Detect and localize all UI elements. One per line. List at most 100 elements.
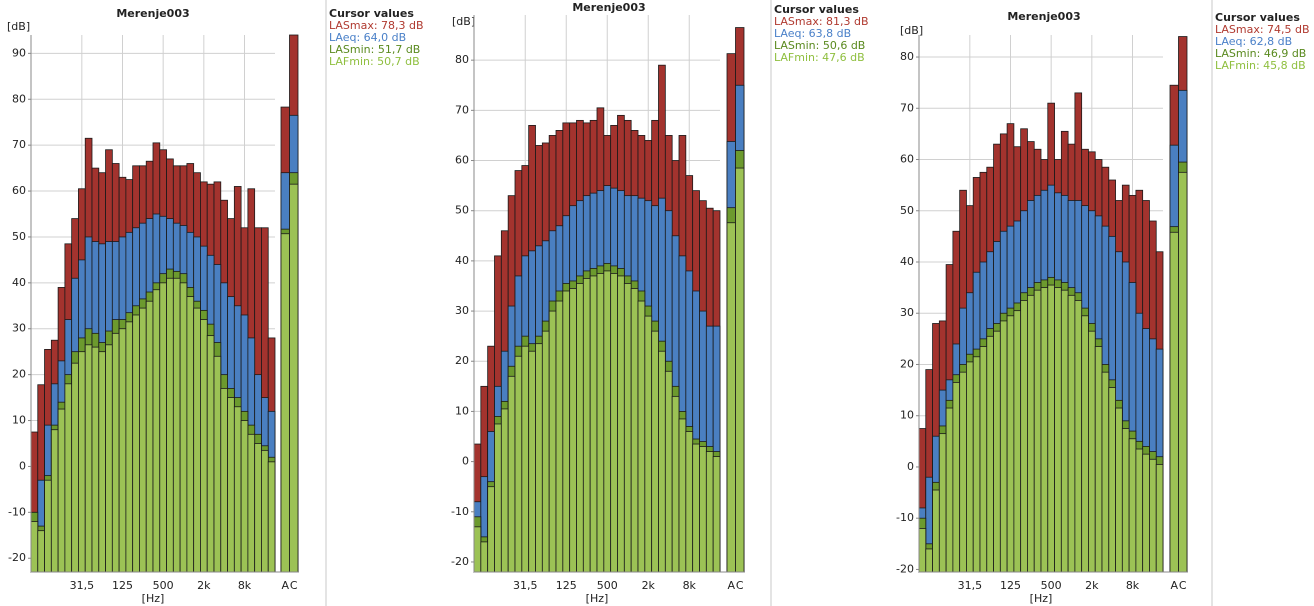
bar — [1006, 315, 1015, 573]
y-tick-label: -10 — [451, 505, 469, 518]
y-tick-label: 40 — [455, 254, 469, 267]
bar — [528, 350, 536, 573]
bar — [64, 383, 73, 573]
bar — [280, 233, 290, 573]
bar — [71, 362, 79, 573]
bar — [91, 346, 100, 573]
bar — [925, 548, 933, 573]
bar — [98, 351, 106, 573]
bar — [1054, 287, 1062, 573]
bar — [582, 278, 591, 573]
y-tick-label: 80 — [12, 92, 26, 105]
bar — [555, 300, 564, 573]
bar — [1128, 438, 1137, 573]
bar — [1088, 330, 1096, 573]
bar — [1101, 371, 1110, 573]
bar — [651, 330, 659, 573]
bar — [589, 275, 598, 573]
x-tick-label: 31,5 — [70, 579, 95, 592]
bar — [1067, 294, 1076, 573]
chart-title: Merenje003 — [572, 1, 645, 14]
bar — [603, 270, 612, 573]
bar — [240, 420, 249, 573]
bar — [261, 449, 269, 573]
bar — [576, 283, 584, 573]
bar — [1020, 300, 1028, 573]
y-tick-label: 40 — [900, 255, 914, 268]
legend-entry: LAFmin: 47,6 dB — [774, 51, 865, 64]
bar — [220, 388, 228, 573]
bar — [979, 346, 988, 573]
x-tick-label: C — [736, 579, 744, 592]
x-tick-label: 2k — [642, 579, 656, 592]
x-axis-label: [Hz] — [1030, 592, 1053, 605]
y-tick-label: -10 — [896, 511, 914, 524]
bar — [952, 382, 961, 573]
legend-entry: LAeq: 63,8 dB — [774, 27, 851, 40]
y-tick-label: 20 — [900, 357, 914, 370]
y-axis-label: [dB] — [900, 24, 923, 37]
y-tick-label: -20 — [896, 562, 914, 575]
y-tick-label: 0 — [462, 455, 469, 468]
bar — [105, 344, 113, 573]
bar — [658, 350, 666, 573]
x-tick-label: C — [290, 579, 298, 592]
bar — [644, 315, 653, 573]
bar — [159, 282, 167, 573]
bar — [1115, 407, 1123, 573]
bar — [959, 371, 967, 573]
bar — [712, 456, 721, 573]
bar — [562, 290, 571, 573]
bar — [705, 451, 714, 573]
bar — [289, 183, 299, 573]
bar — [139, 307, 147, 573]
bar — [1040, 287, 1049, 573]
x-tick-label: 31,5 — [513, 579, 538, 592]
bar — [84, 344, 93, 573]
bar — [213, 355, 222, 573]
y-tick-label: 70 — [12, 138, 26, 151]
x-tick-label: C — [1179, 579, 1187, 592]
bar — [500, 408, 509, 573]
bar — [50, 429, 59, 573]
legend-entry: LAeq: 62,8 dB — [1215, 35, 1292, 48]
bar — [1135, 448, 1144, 573]
bar — [699, 446, 707, 573]
bar — [200, 319, 208, 573]
bar — [726, 222, 736, 573]
y-tick-label: 50 — [12, 230, 26, 243]
legend-entry: LAeq: 64,0 dB — [329, 31, 406, 44]
bar — [617, 275, 625, 573]
bar — [945, 407, 954, 573]
bar — [999, 320, 1008, 573]
x-tick-label: 8k — [238, 579, 252, 592]
y-tick-label: 40 — [12, 276, 26, 289]
bar — [548, 310, 557, 573]
bar — [1094, 346, 1103, 573]
bar — [179, 282, 188, 573]
y-tick-label: 0 — [907, 460, 914, 473]
y-tick-label: 70 — [900, 101, 914, 114]
x-tick-label: 31,5 — [958, 579, 983, 592]
bar — [1074, 300, 1083, 573]
y-tick-label: 60 — [900, 153, 914, 166]
bar — [254, 443, 262, 573]
legend-title: Cursor values — [774, 3, 859, 16]
y-tick-label: -10 — [8, 505, 26, 518]
bar — [596, 273, 605, 573]
bar — [514, 355, 523, 573]
bar — [685, 431, 694, 573]
x-axis-label: [Hz] — [586, 592, 609, 605]
bar — [918, 528, 927, 573]
x-tick-label: 125 — [1000, 579, 1021, 592]
bar — [972, 356, 981, 573]
x-tick-label: 2k — [1085, 579, 1099, 592]
y-tick-label: 80 — [455, 53, 469, 66]
bar — [521, 345, 530, 573]
x-axis-label: [Hz] — [142, 592, 165, 605]
bar — [1047, 284, 1055, 573]
bar — [1027, 294, 1035, 573]
bar — [118, 328, 127, 573]
bar — [1033, 289, 1042, 573]
